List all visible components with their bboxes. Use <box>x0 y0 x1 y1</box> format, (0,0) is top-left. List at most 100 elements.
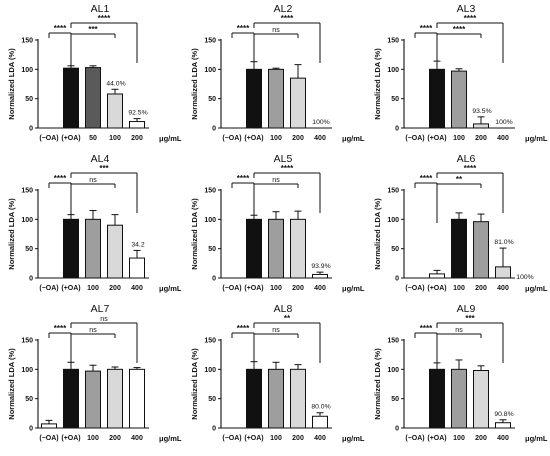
y-tick-label: 100 <box>387 217 399 224</box>
x-tick-label: 100 <box>270 285 282 292</box>
bar <box>495 266 511 279</box>
x-tick-label: 100 <box>109 135 121 142</box>
percent-label: 100% <box>312 119 329 126</box>
chart-panel-al1: AL1 Normalized LDA (%) 0 50 100 150 (−OA) (+OA)… <box>7 3 182 143</box>
chart-title: AL4 <box>91 153 110 165</box>
x-tick-label: (+OA) <box>244 435 263 442</box>
bar <box>268 368 284 429</box>
x-tick-label: (−OA) <box>39 435 58 442</box>
y-axis-label: Normalized LDA (%) <box>190 348 199 420</box>
bar <box>85 67 101 129</box>
significance-label: *** <box>99 164 109 173</box>
significance-label: **** <box>98 14 111 23</box>
y-tick-label: 100 <box>21 67 33 74</box>
x-tick-label: (+OA) <box>61 285 80 292</box>
bar <box>451 368 467 429</box>
y-tick-label: 100 <box>387 67 399 74</box>
percent-label: 44.0% <box>106 80 125 87</box>
y-tick-label: 150 <box>387 338 399 345</box>
x-tick-label: 200 <box>109 435 121 442</box>
bar <box>41 423 57 429</box>
significance-label: **** <box>453 25 466 34</box>
significance-label: ns <box>455 327 463 334</box>
x-tick-label: 400 <box>497 135 509 142</box>
y-tick-label: 0 <box>212 426 216 433</box>
significance-label: **** <box>54 24 67 33</box>
bar <box>63 218 79 279</box>
significance-label: **** <box>420 174 433 183</box>
x-tick-label: 200 <box>475 435 487 442</box>
y-tick-label: 0 <box>29 426 33 433</box>
x-unit-label: μg/mL <box>159 284 182 293</box>
significance-label: **** <box>54 324 67 333</box>
bar <box>246 68 262 129</box>
bar <box>312 415 328 429</box>
chart-panel-al8: AL8 Normalized LDA (%) 0 50 100 150 (−OA) (+OA)… <box>190 303 365 443</box>
bar <box>429 273 445 279</box>
bar <box>473 221 489 279</box>
bar <box>246 218 262 279</box>
percent-label: 90.8% <box>494 411 513 418</box>
y-axis-label: Normalized LDA (%) <box>373 48 382 120</box>
y-tick-label: 0 <box>212 126 216 133</box>
y-tick-label: 0 <box>29 276 33 283</box>
bar <box>246 368 262 429</box>
bar <box>429 68 445 129</box>
percent-label: 80.0% <box>311 404 330 411</box>
bar <box>85 218 101 279</box>
x-tick-label: (−OA) <box>405 285 424 292</box>
bar <box>63 67 79 129</box>
bar <box>63 368 79 429</box>
y-tick-label: 150 <box>204 38 216 45</box>
y-tick-label: 50 <box>208 96 216 103</box>
x-tick-label: 200 <box>292 135 304 142</box>
y-tick-label: 50 <box>25 246 33 253</box>
bar <box>451 218 467 279</box>
x-tick-label: 400 <box>314 135 326 142</box>
bar <box>85 370 101 429</box>
y-tick-label: 50 <box>391 396 399 403</box>
y-tick-label: 0 <box>395 426 399 433</box>
significance-label: **** <box>54 174 67 183</box>
bar <box>107 93 123 129</box>
significance-label: ns <box>89 327 97 334</box>
y-tick-label: 100 <box>21 367 33 374</box>
chart-panel-al6: AL6 Normalized LDA (%) 0 50 100 150 (−OA) (+OA)… <box>373 153 548 293</box>
y-tick-label: 50 <box>391 246 399 253</box>
y-tick-label: 100 <box>21 217 33 224</box>
significance-label: **** <box>281 164 294 173</box>
x-tick-label: (−OA) <box>39 135 58 142</box>
x-tick-label: (+OA) <box>427 135 446 142</box>
percent-label: 100% <box>516 274 533 281</box>
chart-title: AL8 <box>274 303 293 315</box>
bar <box>290 368 306 429</box>
chart-panel-al9: AL9 Normalized LDA (%) 0 50 100 150 (−OA) (+OA)… <box>373 303 548 443</box>
x-tick-label: 100 <box>453 435 465 442</box>
x-unit-label: μg/mL <box>342 434 365 443</box>
percent-label: 81.0% <box>494 239 513 246</box>
y-tick-label: 0 <box>395 276 399 283</box>
x-tick-label: 400 <box>497 435 509 442</box>
x-tick-label: 100 <box>453 135 465 142</box>
bar <box>129 121 145 129</box>
significance-label: **** <box>281 14 294 23</box>
x-tick-label: 400 <box>131 285 143 292</box>
y-tick-label: 150 <box>21 338 33 345</box>
y-tick-label: 0 <box>395 126 399 133</box>
significance-label: **** <box>237 24 250 33</box>
x-tick-label: 200 <box>131 135 143 142</box>
significance-label: **** <box>420 324 433 333</box>
y-tick-label: 50 <box>25 96 33 103</box>
x-tick-label: (+OA) <box>61 135 80 142</box>
y-tick-label: 100 <box>204 217 216 224</box>
significance-label: ns <box>272 27 280 34</box>
x-tick-label: 200 <box>292 285 304 292</box>
x-tick-label: 400 <box>314 285 326 292</box>
chart-title: AL7 <box>91 303 110 315</box>
significance-label: **** <box>464 14 477 23</box>
bar <box>495 422 511 429</box>
x-tick-label: (+OA) <box>427 435 446 442</box>
significance-label: ns <box>272 327 280 334</box>
y-axis-label: Normalized LDA (%) <box>190 48 199 120</box>
